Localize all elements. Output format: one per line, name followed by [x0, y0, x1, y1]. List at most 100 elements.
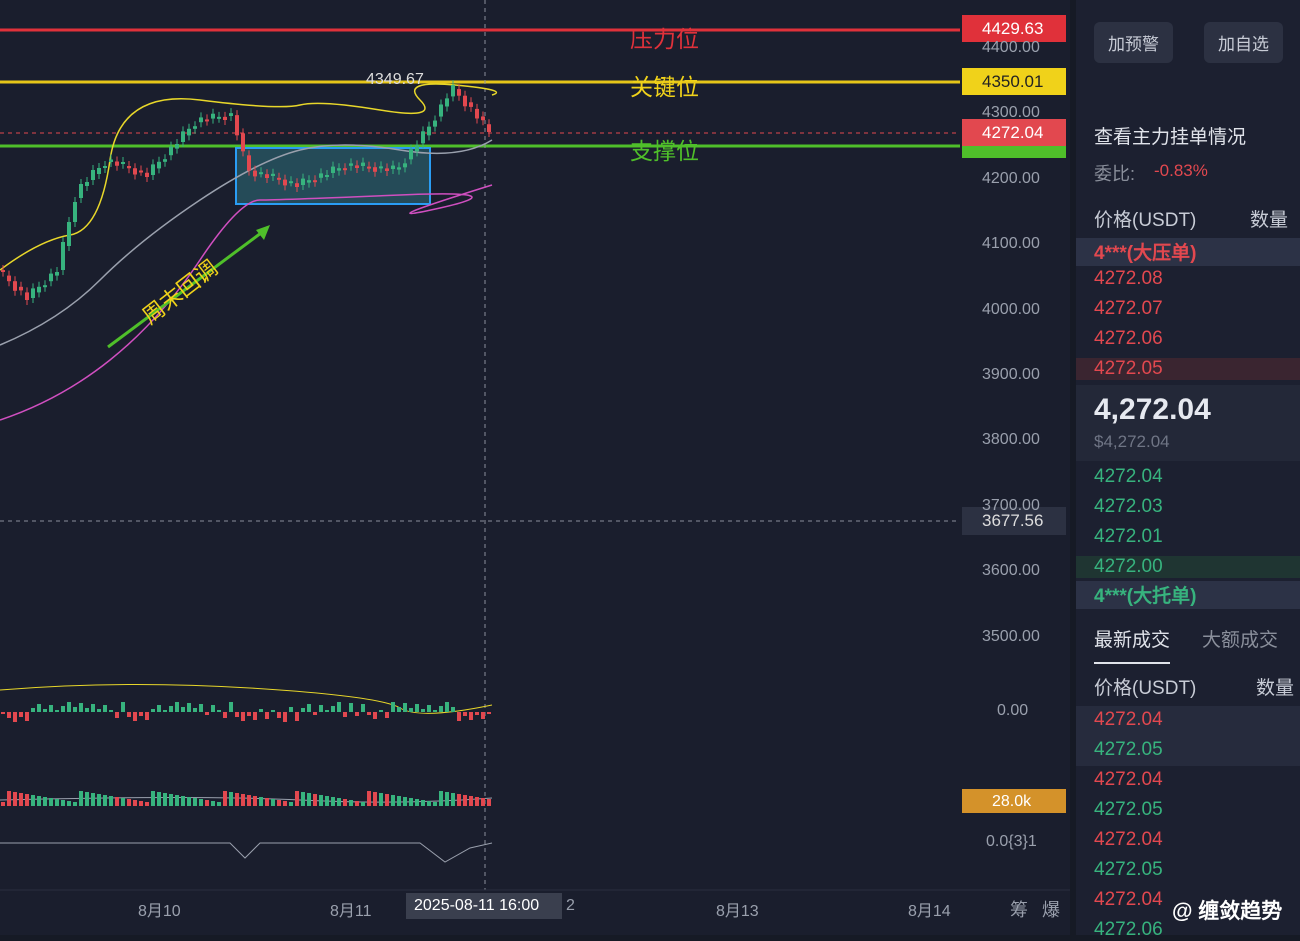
macd-bar — [241, 712, 245, 721]
volume-bar — [415, 799, 419, 806]
macd-bar — [463, 712, 467, 716]
macd-bar — [475, 712, 479, 715]
macd-bar — [343, 712, 347, 717]
volume-bar — [337, 798, 341, 806]
macd-zero: 0.00 — [997, 702, 1029, 719]
button[interactable]: 加自选 — [1204, 22, 1283, 63]
tab[interactable]: 大额成交 — [1202, 630, 1279, 651]
macd-bar — [259, 709, 263, 712]
volume-bar — [121, 798, 125, 806]
macd-bar — [451, 707, 455, 712]
macd-bar — [7, 712, 11, 718]
upper-band — [0, 83, 498, 271]
volume-tag — [962, 789, 1066, 813]
chart-canvas — [0, 0, 1070, 919]
macd-bar — [301, 708, 305, 712]
macd-bar — [433, 710, 437, 712]
macd-bar — [121, 702, 125, 712]
macd-bar — [367, 712, 371, 715]
volume-bar — [313, 794, 317, 806]
volume-bar — [319, 795, 323, 806]
ask-price: 4272.07 — [1094, 298, 1163, 319]
volume-bar — [355, 801, 359, 806]
bid-price: 4272.01 — [1094, 526, 1163, 547]
price-tag: 4429.63 — [982, 19, 1044, 38]
macd-bar — [31, 708, 35, 712]
volume-bar — [283, 801, 287, 806]
macd-bar — [127, 712, 131, 717]
col-header: 价格(USDT) — [1094, 210, 1197, 231]
macd-bar — [397, 707, 401, 712]
price-axis-label: 3900.00 — [982, 366, 1040, 383]
col-header: 价格(USDT) — [1094, 678, 1197, 699]
volume-bar — [163, 793, 167, 806]
volume-bar — [475, 797, 479, 806]
tool[interactable]: 爆 — [1042, 900, 1060, 920]
macd-bar — [151, 709, 155, 712]
macd-bar — [205, 712, 209, 715]
volume-bar — [91, 793, 95, 806]
volume-bar — [19, 793, 23, 806]
macd-bar — [325, 710, 329, 712]
macd-bar — [91, 704, 95, 712]
price-axis-label: 4300.00 — [982, 104, 1040, 122]
trade-price: 4272.05 — [1094, 799, 1163, 820]
volume-bar — [31, 795, 35, 806]
indicator-value: 0.0{3}1 — [986, 833, 1037, 850]
macd-bar — [37, 704, 41, 712]
volume-bar — [289, 802, 293, 806]
macd-bar — [403, 703, 407, 712]
mid-price: 4,272.04 — [1094, 393, 1211, 426]
volume-bar — [55, 799, 59, 806]
macd-bar — [481, 712, 485, 719]
ask-price: 4272.06 — [1094, 328, 1163, 349]
time-label: 8月11 — [330, 903, 372, 920]
trade-price: 4272.05 — [1094, 859, 1163, 880]
volume-bar — [457, 794, 461, 806]
last-price-tag — [962, 119, 1066, 146]
volume-bar — [253, 796, 257, 806]
crosshair-time: 2025-08-11 16:00 — [414, 897, 540, 914]
macd-bar — [109, 710, 113, 712]
time-label: 2 — [566, 897, 575, 914]
arrow — [107, 228, 266, 349]
volume-bar — [7, 791, 11, 806]
mid-box — [1076, 385, 1300, 461]
volume-bar — [97, 794, 101, 806]
link[interactable]: 查看主力挂单情况 — [1094, 127, 1247, 148]
button[interactable]: 加预警 — [1094, 22, 1173, 63]
volume-bar — [223, 791, 227, 806]
volume-bar — [181, 796, 185, 806]
price-axis-label: 4000.00 — [982, 300, 1040, 318]
tab[interactable]: 最新成交 — [1094, 625, 1171, 664]
bid-price: 4272.00 — [1076, 556, 1300, 578]
volume-bar — [187, 797, 191, 806]
time-label: 8月14 — [908, 903, 951, 920]
trade-price: 4272.06 — [1094, 919, 1163, 940]
trade-price: 4272.04 — [1094, 889, 1163, 910]
volume-bar — [427, 801, 431, 806]
mid-usd: $4,272.04 — [1094, 432, 1170, 451]
price-tag: 4350.01 — [982, 72, 1044, 91]
volume-bar — [25, 794, 29, 806]
volume-bar — [481, 798, 485, 806]
tool[interactable]: 筹 — [1010, 900, 1028, 920]
macd-bar — [415, 704, 419, 712]
level-label: 压力位 — [630, 26, 699, 52]
volume-bar — [361, 802, 365, 806]
volume-bar — [409, 798, 413, 806]
col-header: 数量 — [1250, 210, 1289, 231]
volume-bar — [301, 792, 305, 806]
support-tag — [962, 145, 1066, 158]
price-axis-label: 4400.00 — [982, 39, 1040, 56]
volume-bar — [175, 795, 179, 806]
volume-bar — [259, 797, 263, 806]
volume-bar — [49, 798, 53, 806]
volume-tag-text: 28.0k — [992, 793, 1032, 810]
macd-bar — [487, 712, 491, 714]
macd-bar — [349, 703, 353, 712]
macd-bar — [283, 712, 287, 722]
macd-bar — [265, 712, 269, 719]
price-axis-label: 3600.00 — [982, 562, 1040, 580]
volume-bar — [397, 796, 401, 806]
